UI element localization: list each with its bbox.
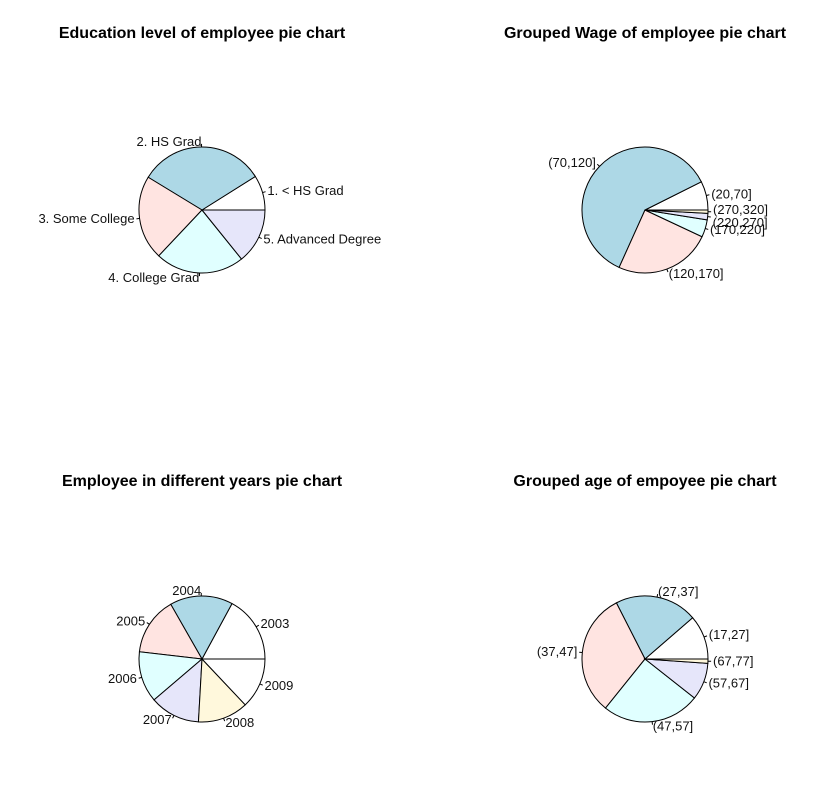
label-tick — [705, 228, 709, 230]
label-tick — [706, 194, 710, 196]
chart-title: Grouped Wage of employee pie chart — [504, 25, 787, 42]
label-tick — [258, 236, 262, 239]
chart-title: Education level of employee pie chart — [59, 25, 346, 42]
pie-slice — [581, 146, 702, 269]
label-tick — [703, 635, 708, 638]
label-tick — [146, 622, 150, 625]
label-tick — [259, 683, 263, 686]
slice-label: 2008 — [225, 715, 254, 730]
pie-slice — [618, 209, 703, 274]
chart-title: Grouped age of empoyee pie chart — [513, 473, 777, 490]
label-tick — [262, 191, 266, 194]
slice-label: 4. College Grad — [108, 270, 199, 285]
pie-slice — [581, 602, 646, 709]
pie-slice — [615, 595, 694, 660]
slice-label: 1. < HS Grad — [267, 183, 343, 198]
age-pie-chart: Grouped age of empoyee pie chart (17,27]… — [513, 473, 777, 734]
slice-label: 2009 — [264, 678, 293, 693]
label-tick — [666, 268, 669, 273]
chart-title: Employee in different years pie chart — [62, 473, 343, 490]
pie-slice — [644, 209, 709, 214]
pie-slice — [604, 658, 696, 723]
label-tick — [596, 163, 600, 167]
label-tick — [703, 681, 707, 684]
pie-slice — [170, 595, 233, 661]
slice-label: (170,220] — [710, 222, 765, 237]
pie-slice — [138, 603, 203, 660]
label-tick — [223, 718, 226, 722]
slice-label: 5. Advanced Degree — [263, 231, 381, 246]
year-pie-chart: Employee in different years pie chart 20… — [62, 473, 343, 730]
slice-label: (70,120] — [548, 155, 596, 170]
label-tick — [138, 676, 142, 679]
slice-label: (57,67] — [708, 676, 748, 691]
education-pie-chart: Education level of employee pie chart 1.… — [38, 25, 381, 285]
slice-label: (220,270] — [713, 215, 768, 230]
slice-label: 2004 — [172, 583, 201, 598]
wage-pie-chart: Grouped Wage of employee pie chart (20,7… — [504, 25, 787, 281]
slice-label: 2006 — [108, 671, 137, 686]
pie-slice — [158, 209, 243, 274]
slice-label: (120,170] — [669, 266, 724, 281]
slice-label: 2. HS Grad — [136, 134, 201, 149]
pie-slice — [138, 176, 203, 257]
slice-label: 3. Some College — [38, 211, 134, 226]
label-tick — [656, 593, 659, 598]
pie-slice — [147, 146, 257, 211]
slice-label: 2007 — [143, 712, 172, 727]
slice-label: (37,47] — [537, 644, 577, 659]
slice-label: (27,37] — [658, 584, 698, 599]
slice-label: 2003 — [260, 616, 289, 631]
slice-label: (67,77] — [713, 653, 753, 668]
pie-slice — [200, 209, 266, 260]
label-tick — [172, 715, 175, 719]
slice-label: 2005 — [116, 614, 145, 629]
slice-label: (20,70] — [711, 186, 751, 201]
slice-label: (17,27] — [709, 627, 749, 642]
pie-slice — [201, 602, 266, 660]
slice-label: (47,57] — [653, 719, 693, 734]
label-tick — [255, 624, 260, 628]
slice-label: (270,320] — [713, 202, 768, 217]
